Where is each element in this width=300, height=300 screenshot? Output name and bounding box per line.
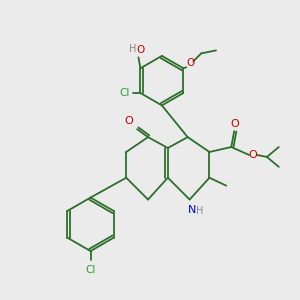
Text: H: H [129, 44, 136, 54]
Text: O: O [125, 116, 134, 126]
Text: Cl: Cl [85, 265, 96, 275]
Text: O: O [249, 150, 257, 160]
Text: H: H [196, 206, 203, 216]
Text: Cl: Cl [119, 88, 130, 98]
Text: N: N [188, 206, 196, 215]
Text: O: O [136, 45, 145, 56]
Text: O: O [186, 58, 194, 68]
Text: O: O [231, 119, 240, 129]
